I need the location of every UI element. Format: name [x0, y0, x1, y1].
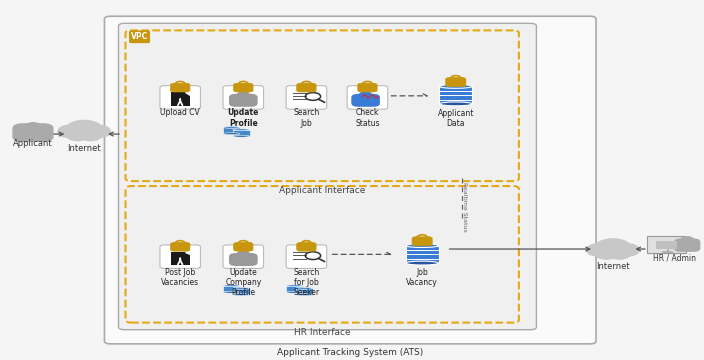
FancyBboxPatch shape: [104, 16, 596, 344]
FancyBboxPatch shape: [674, 238, 700, 252]
Circle shape: [237, 92, 249, 98]
FancyBboxPatch shape: [171, 252, 189, 265]
Text: Update
Profile: Update Profile: [227, 108, 259, 128]
Text: VPC: VPC: [131, 32, 148, 41]
Ellipse shape: [233, 135, 249, 137]
FancyBboxPatch shape: [223, 86, 263, 109]
Circle shape: [608, 248, 630, 259]
FancyBboxPatch shape: [439, 86, 472, 104]
Text: Upload CV: Upload CV: [161, 108, 200, 117]
FancyBboxPatch shape: [646, 236, 686, 253]
FancyBboxPatch shape: [223, 245, 263, 269]
Text: Post Job
Vacancies: Post Job Vacancies: [161, 267, 199, 287]
FancyBboxPatch shape: [412, 237, 432, 246]
Ellipse shape: [223, 291, 240, 293]
Text: Internet: Internet: [68, 144, 101, 153]
FancyBboxPatch shape: [296, 243, 316, 251]
Ellipse shape: [406, 244, 439, 248]
Circle shape: [58, 125, 82, 138]
FancyBboxPatch shape: [286, 86, 327, 109]
Circle shape: [237, 251, 249, 257]
Circle shape: [25, 123, 42, 131]
Ellipse shape: [406, 261, 439, 265]
FancyBboxPatch shape: [286, 286, 303, 292]
Circle shape: [595, 239, 631, 257]
Text: Applicant Tracking System (ATS): Applicant Tracking System (ATS): [277, 348, 423, 357]
FancyBboxPatch shape: [170, 243, 190, 251]
Ellipse shape: [233, 294, 249, 296]
FancyBboxPatch shape: [170, 83, 190, 92]
Ellipse shape: [223, 285, 240, 287]
Ellipse shape: [296, 294, 313, 296]
Ellipse shape: [296, 287, 313, 289]
Circle shape: [80, 130, 101, 141]
FancyBboxPatch shape: [118, 23, 536, 330]
Text: Update
Company
Profile: Update Company Profile: [225, 267, 261, 297]
FancyBboxPatch shape: [286, 245, 327, 269]
Circle shape: [66, 120, 102, 139]
Text: Check
Status: Check Status: [355, 108, 379, 128]
FancyBboxPatch shape: [229, 94, 258, 107]
FancyBboxPatch shape: [13, 123, 54, 142]
FancyBboxPatch shape: [234, 83, 253, 92]
Circle shape: [586, 244, 611, 256]
Text: Internet: Internet: [596, 262, 629, 271]
FancyBboxPatch shape: [223, 127, 240, 134]
Text: Job
Vacancy: Job Vacancy: [406, 268, 438, 287]
FancyBboxPatch shape: [171, 92, 189, 105]
FancyBboxPatch shape: [296, 83, 316, 92]
Ellipse shape: [286, 291, 303, 293]
Text: Applicant Interface: Applicant Interface: [279, 186, 365, 195]
Text: Applicant
Data: Applicant Data: [438, 109, 474, 128]
FancyBboxPatch shape: [406, 246, 439, 263]
Circle shape: [67, 130, 89, 141]
Text: Search
Job: Search Job: [294, 108, 320, 128]
Polygon shape: [184, 92, 189, 95]
FancyBboxPatch shape: [351, 94, 380, 107]
FancyBboxPatch shape: [234, 243, 253, 251]
FancyBboxPatch shape: [160, 245, 201, 269]
Ellipse shape: [233, 287, 249, 289]
FancyBboxPatch shape: [233, 288, 249, 295]
Ellipse shape: [439, 85, 472, 88]
Circle shape: [615, 244, 639, 256]
Ellipse shape: [439, 102, 472, 106]
Polygon shape: [184, 252, 189, 254]
FancyBboxPatch shape: [160, 86, 201, 109]
Ellipse shape: [223, 126, 240, 128]
FancyBboxPatch shape: [446, 78, 466, 87]
FancyBboxPatch shape: [296, 288, 313, 295]
FancyBboxPatch shape: [229, 253, 258, 266]
FancyBboxPatch shape: [358, 83, 377, 92]
Ellipse shape: [233, 129, 249, 131]
FancyBboxPatch shape: [223, 286, 240, 292]
Circle shape: [681, 237, 693, 243]
Text: HR / Admin: HR / Admin: [653, 254, 696, 263]
Text: HR Interface: HR Interface: [294, 328, 351, 337]
FancyBboxPatch shape: [233, 130, 249, 136]
Text: Search
for Job
Seeker: Search for Job Seeker: [294, 267, 320, 297]
Text: Realtime Status: Realtime Status: [462, 182, 467, 231]
FancyBboxPatch shape: [655, 242, 677, 249]
Text: Applicant: Applicant: [13, 139, 53, 148]
Circle shape: [596, 248, 617, 259]
Ellipse shape: [286, 285, 303, 287]
Circle shape: [360, 92, 372, 98]
Circle shape: [86, 125, 111, 138]
FancyBboxPatch shape: [347, 86, 388, 109]
Ellipse shape: [223, 133, 240, 135]
